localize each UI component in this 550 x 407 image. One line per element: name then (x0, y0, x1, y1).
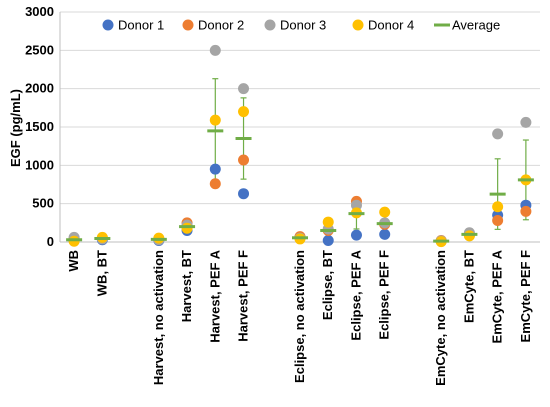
legend-marker (352, 19, 364, 31)
legend-label: Donor 3 (280, 18, 326, 33)
x-tick-label: Harvest, PEF A (207, 249, 222, 342)
point-donor-2 (209, 178, 221, 190)
gridlines (60, 11, 540, 205)
point-donor-4 (492, 201, 504, 213)
point-donor-4 (322, 216, 334, 228)
legend-label: Donor 4 (368, 18, 414, 33)
donor-points (68, 44, 532, 248)
y-tick-label: 3000 (25, 4, 54, 19)
legend-label: Average (452, 18, 500, 33)
point-donor-3 (520, 116, 532, 128)
point-donor-3 (350, 199, 362, 211)
y-tick-label: 1000 (25, 157, 54, 172)
x-tick-labels: WB WB, BT Harvest, no activation Harvest, B… (66, 249, 533, 385)
point-donor-3 (238, 83, 250, 95)
x-tick-label: Harvest, PEF F (236, 250, 251, 342)
y-axis-label: EGF (pg/mL) (8, 89, 23, 167)
point-donor-1 (350, 229, 362, 241)
point-donor-2 (520, 205, 532, 217)
x-tick-label: WB (66, 250, 81, 272)
x-tick-label: Eclipse, PEF A (348, 249, 363, 340)
point-donor-3 (492, 128, 504, 140)
point-donor-1 (322, 234, 334, 246)
y-tick-label: 2500 (25, 42, 54, 57)
point-donor-3 (209, 44, 221, 56)
point-donor-1 (238, 188, 250, 200)
x-tick-label: Harvest, no activation (151, 250, 166, 385)
x-tick-label: EmCyte, PEF A (490, 249, 505, 343)
average-markers (66, 129, 534, 243)
legend-label: Donor 2 (198, 18, 244, 33)
point-donor-4 (238, 106, 250, 118)
point-donor-4 (209, 114, 221, 126)
legend: Donor 1 Donor 2 Donor 3 Donor 4 Average (102, 18, 500, 33)
x-tick-label: EmCyte, BT (461, 250, 476, 323)
legend-label: Donor 1 (118, 18, 164, 33)
average-error-bars (71, 78, 529, 243)
legend-marker (102, 19, 114, 31)
y-tick-label: 1500 (25, 119, 54, 134)
x-tick-label: Eclipse, BT (320, 250, 335, 320)
y-tick-label: 0 (47, 234, 54, 249)
x-tick-label: Eclipse, PEF F (377, 250, 392, 340)
y-tick-labels: 0 500 1000 1500 2000 2500 3000 (25, 4, 54, 249)
y-tick-label: 2000 (25, 81, 54, 96)
x-tick-label: EmCyte, PEF F (518, 250, 533, 343)
x-tick-label: WB, BT (94, 250, 109, 296)
point-donor-1 (209, 163, 221, 175)
point-donor-4 (379, 206, 391, 218)
legend-marker (264, 19, 276, 31)
x-tick-label: Eclipse, no activation (292, 250, 307, 383)
point-donor-2 (238, 154, 250, 166)
x-tick-label: EmCyte, no activation (433, 250, 448, 386)
legend-marker (182, 19, 194, 31)
point-donor-4 (181, 222, 193, 234)
point-donor-4 (463, 230, 475, 242)
y-tick-label: 500 (32, 196, 54, 211)
point-donor-4 (68, 235, 80, 247)
point-donor-1 (379, 228, 391, 240)
x-tick-label: Harvest, BT (179, 250, 194, 322)
point-donor-2 (492, 215, 504, 227)
